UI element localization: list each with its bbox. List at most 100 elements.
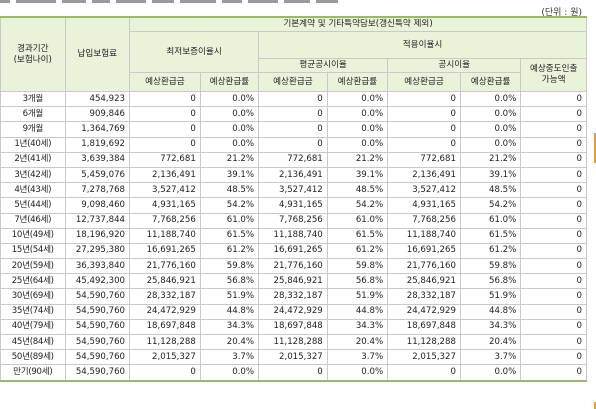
table-row: 35년(74세) 54,590,760 24,472,929 44.8% 24,472,… [0, 303, 587, 320]
cell-refund-min: 0 [129, 136, 201, 153]
cell-rate-public: 0.0% [459, 364, 522, 382]
table-row: 9개월 1,364,769 0 0.0% 0 0.0% 0 0.0% 0 [0, 121, 587, 138]
header-refund-min: 예상환급금 [129, 72, 201, 92]
cell-mid-withdraw: 0 [520, 90, 587, 108]
cell-refund-avg: 4,931,165 [258, 197, 328, 214]
cell-rate-public: 20.4% [459, 333, 522, 351]
cell-refund-public: 2,015,327 [387, 349, 461, 366]
cell-rate-avg: 34.3% [326, 318, 389, 336]
cell-refund-avg: 11,188,740 [258, 227, 328, 244]
header-refund-public: 예상환급금 [387, 72, 461, 92]
cell-premium: 12,737,844 [64, 212, 131, 229]
cell-rate-public: 0.0% [459, 136, 522, 153]
cell-premium: 454,923 [64, 90, 131, 108]
cell-refund-public: 2,136,491 [387, 166, 461, 184]
cell-rate-avg: 54.2% [326, 197, 389, 214]
cell-mid-withdraw: 0 [520, 288, 587, 305]
cell-rate-min: 61.5% [199, 227, 260, 244]
cell-refund-public: 21,776,160 [387, 258, 461, 275]
cell-rate-public: 56.8% [459, 273, 522, 290]
cell-refund-public: 3,527,412 [387, 182, 461, 199]
cell-period: 50년(89세) [0, 349, 66, 366]
cell-mid-withdraw: 0 [520, 227, 587, 244]
cell-refund-public: 28,332,187 [387, 288, 461, 305]
cell-rate-min: 59.8% [199, 258, 260, 275]
cell-rate-min: 21.2% [199, 151, 260, 168]
cell-rate-public: 51.9% [459, 288, 522, 305]
cell-premium: 54,590,760 [64, 318, 131, 336]
cell-premium: 3,639,384 [64, 151, 131, 168]
cell-refund-avg: 0 [258, 121, 328, 138]
cell-premium: 54,590,760 [64, 333, 131, 351]
cell-rate-min: 0.0% [199, 364, 260, 382]
cell-refund-min: 2,015,327 [129, 349, 201, 366]
cell-refund-avg: 2,015,327 [258, 349, 328, 366]
cell-refund-min: 16,691,265 [129, 242, 201, 260]
cell-refund-avg: 18,697,848 [258, 318, 328, 336]
cell-rate-avg: 59.8% [326, 258, 389, 275]
cell-mid-withdraw: 0 [520, 197, 587, 214]
cell-refund-avg: 11,128,288 [258, 333, 328, 351]
cell-refund-public: 7,768,256 [387, 212, 461, 229]
cell-refund-avg: 0 [258, 106, 328, 123]
cell-refund-public: 11,128,288 [387, 333, 461, 351]
table-row: 15년(54세) 27,295,380 16,691,265 61.2% 16,691,… [0, 242, 587, 260]
cell-rate-public: 61.5% [459, 227, 522, 244]
cell-period: 만기(90세) [0, 364, 66, 382]
table-row: 50년(89세) 54,590,760 2,015,327 3.7% 2,015,327… [0, 349, 587, 366]
cell-rate-min: 48.5% [199, 182, 260, 199]
cell-mid-withdraw: 0 [520, 166, 587, 184]
cell-refund-avg: 21,776,160 [258, 258, 328, 275]
cell-premium: 1,364,769 [64, 121, 131, 138]
header-applied-rate: 적용이율시 [258, 31, 587, 59]
table-row: 4년(43세) 7,278,768 3,527,412 48.5% 3,527,412 4… [0, 182, 587, 199]
table-row: 3년(42세) 5,459,076 2,136,491 39.1% 2,136,491 3… [0, 166, 587, 184]
cell-mid-withdraw: 0 [520, 349, 587, 366]
cell-rate-public: 34.3% [459, 318, 522, 336]
cell-refund-avg: 16,691,265 [258, 242, 328, 260]
cell-refund-min: 11,128,288 [129, 333, 201, 351]
cell-refund-min: 0 [129, 106, 201, 123]
cell-mid-withdraw: 0 [520, 273, 587, 290]
cell-rate-avg: 0.0% [326, 90, 389, 108]
cell-mid-withdraw: 0 [520, 318, 587, 336]
header-min-guarantee: 최저보증이율시 [129, 31, 260, 73]
cell-period: 45년(84세) [0, 333, 66, 351]
cell-refund-min: 25,846,921 [129, 273, 201, 290]
cell-mid-withdraw: 0 [520, 333, 587, 351]
cell-rate-public: 48.5% [459, 182, 522, 199]
cell-period: 25년(64세) [0, 273, 66, 290]
cell-refund-avg: 0 [258, 364, 328, 382]
cell-period: 9개월 [0, 121, 66, 138]
cell-refund-avg: 7,768,256 [258, 212, 328, 229]
cell-rate-min: 54.2% [199, 197, 260, 214]
scroll-marker [594, 133, 596, 163]
cell-rate-avg: 0.0% [326, 364, 389, 382]
cell-rate-min: 44.8% [199, 303, 260, 320]
table-row: 25년(64세) 45,492,300 25,846,921 56.8% 25,846,… [0, 273, 587, 290]
header-rate-avg: 예상환급률 [326, 72, 389, 92]
table-row: 3개월 454,923 0 0.0% 0 0.0% 0 0.0% 0 [0, 90, 587, 108]
table-row: 7년(46세) 12,737,844 7,768,256 61.0% 7,768,256… [0, 212, 587, 229]
cell-rate-public: 39.1% [459, 166, 522, 184]
cell-refund-min: 772,681 [129, 151, 201, 168]
cell-period: 2년(41세) [0, 151, 66, 168]
cell-refund-public: 0 [387, 90, 461, 108]
cell-premium: 36,393,840 [64, 258, 131, 275]
cell-refund-public: 772,681 [387, 151, 461, 168]
cell-rate-min: 3.7% [199, 349, 260, 366]
cell-period: 3개월 [0, 90, 66, 108]
header-refund-avg: 예상환급금 [258, 72, 328, 92]
refund-table: 경과기간 (보험나이) 납입보험료 기본계약 및 기타특약담보(갱신특약 제외) … [0, 16, 587, 382]
cell-rate-avg: 61.0% [326, 212, 389, 229]
cell-period: 40년(79세) [0, 318, 66, 336]
cell-premium: 54,590,760 [64, 364, 131, 382]
cell-rate-min: 20.4% [199, 333, 260, 351]
cell-period: 5년(44세) [0, 197, 66, 214]
cell-rate-avg: 0.0% [326, 121, 389, 138]
cell-refund-public: 24,472,929 [387, 303, 461, 320]
cell-refund-min: 24,472,929 [129, 303, 201, 320]
cell-rate-public: 0.0% [459, 121, 522, 138]
scroll-marker-bottom [594, 402, 596, 409]
cell-period: 35년(74세) [0, 303, 66, 320]
